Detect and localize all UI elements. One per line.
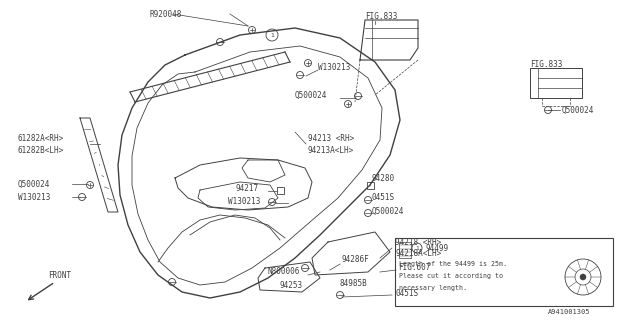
Text: W130213: W130213 <box>228 196 260 205</box>
Text: FIG.833: FIG.833 <box>530 60 563 68</box>
Text: 94499: 94499 <box>425 244 448 252</box>
Circle shape <box>365 196 371 204</box>
Text: FRONT: FRONT <box>48 271 71 281</box>
Text: Q500024: Q500024 <box>295 91 328 100</box>
Text: 84985B: 84985B <box>340 278 368 287</box>
Circle shape <box>305 60 312 67</box>
Text: A941001305: A941001305 <box>548 309 591 315</box>
Circle shape <box>545 107 552 114</box>
Circle shape <box>79 194 86 201</box>
Text: 1: 1 <box>415 245 419 251</box>
Text: 94217: 94217 <box>235 183 258 193</box>
Bar <box>395 238 613 306</box>
Text: 94280: 94280 <box>372 173 395 182</box>
Text: N800006: N800006 <box>268 268 300 276</box>
Circle shape <box>355 92 362 100</box>
Circle shape <box>248 27 255 34</box>
Text: 94213 <RH>: 94213 <RH> <box>308 133 355 142</box>
Text: 61282A<RH>: 61282A<RH> <box>18 133 64 142</box>
Text: FIG.833: FIG.833 <box>365 12 397 20</box>
Text: 1: 1 <box>270 33 274 37</box>
Circle shape <box>86 181 93 188</box>
Circle shape <box>337 292 344 299</box>
Circle shape <box>216 38 223 45</box>
Text: 94218 <RH>: 94218 <RH> <box>395 237 441 246</box>
Text: Please cut it according to: Please cut it according to <box>399 273 503 279</box>
Bar <box>276 187 284 194</box>
Text: FIG.607: FIG.607 <box>398 263 430 273</box>
Circle shape <box>301 265 308 271</box>
Text: 94286F: 94286F <box>342 255 370 265</box>
Text: Length of the 94499 is 25m.: Length of the 94499 is 25m. <box>399 261 507 267</box>
Text: necessary length.: necessary length. <box>399 285 467 291</box>
Circle shape <box>168 278 175 285</box>
Circle shape <box>565 259 601 295</box>
Text: 94213A<LH>: 94213A<LH> <box>308 146 355 155</box>
Circle shape <box>365 210 371 217</box>
Text: 0451S: 0451S <box>372 193 395 202</box>
Circle shape <box>269 198 275 205</box>
Text: Q500024: Q500024 <box>372 206 404 215</box>
Circle shape <box>580 274 586 280</box>
Text: W130213: W130213 <box>318 62 350 71</box>
Bar <box>399 242 411 258</box>
Text: 61282B<LH>: 61282B<LH> <box>18 146 64 155</box>
Circle shape <box>296 71 303 78</box>
Text: 94253: 94253 <box>280 281 303 290</box>
Text: Q500024: Q500024 <box>562 106 595 115</box>
Circle shape <box>575 269 591 285</box>
Circle shape <box>344 100 351 108</box>
Text: 0451S: 0451S <box>395 289 418 298</box>
Text: Q500024: Q500024 <box>18 180 51 188</box>
Text: R920048: R920048 <box>150 10 182 19</box>
Text: W130213: W130213 <box>18 193 51 202</box>
Bar <box>367 181 374 188</box>
Text: 94218A<LH>: 94218A<LH> <box>395 250 441 259</box>
Bar <box>530 68 582 98</box>
